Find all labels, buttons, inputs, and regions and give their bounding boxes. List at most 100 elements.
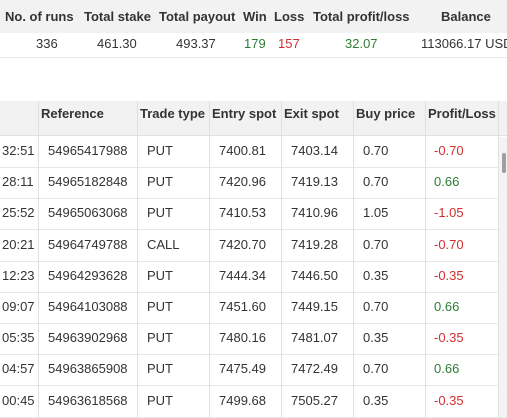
reference-header[interactable]: Reference xyxy=(41,106,104,121)
profit-loss-cell: -0.35 xyxy=(434,392,464,408)
profit-loss-cell: 0.66 xyxy=(434,361,460,377)
entry-spot-cell: 7499.68 xyxy=(219,392,266,408)
exit-spot-cell: 7419.13 xyxy=(291,174,338,190)
win-header: Win xyxy=(243,9,267,24)
payout-header: Total payout xyxy=(159,9,236,24)
entry-spot-cell: 7444.34 xyxy=(219,267,266,283)
exit-spot-cell: 7419.28 xyxy=(291,236,338,252)
profit-loss-cell: -1.05 xyxy=(434,205,464,221)
table-row[interactable]: 32:51 54965417988 PUT 7400.81 7403.14 0.70 -0.… xyxy=(0,136,507,168)
buy-price-cell: 0.70 xyxy=(363,236,389,252)
entry-spot-header[interactable]: Entry spot xyxy=(212,106,277,121)
table-row[interactable]: 05:35 54963902968 PUT 7480.16 7481.07 0.35 -0.… xyxy=(0,323,507,356)
summary-table: No. of runs Total stake Total payout Win… xyxy=(0,0,507,58)
column-divider xyxy=(137,101,138,417)
payout-value: 493.37 xyxy=(176,36,216,51)
exit-spot-cell: 7403.14 xyxy=(291,143,338,158)
entry-spot-cell: 7451.60 xyxy=(219,299,266,314)
profit-loss-cell: -0.70 xyxy=(434,236,464,252)
entry-spot-cell: 7480.16 xyxy=(219,330,266,346)
exit-spot-header[interactable]: Exit spot xyxy=(284,106,339,121)
table-row[interactable]: 20:21 54964749788 CALL 7420.70 7419.28 0.70 -0… xyxy=(0,230,507,262)
entry-spot-cell: 7420.70 xyxy=(219,236,266,252)
win-value: 179 xyxy=(244,36,266,51)
trades-header-row: Reference Trade type Entry spot Exit spo… xyxy=(0,101,507,136)
buy-price-cell: 0.35 xyxy=(363,392,389,408)
exit-spot-cell: 7410.96 xyxy=(291,205,338,221)
reference-cell: 54965417988 xyxy=(48,143,128,158)
buy-price-cell: 0.35 xyxy=(363,330,389,346)
stake-header: Total stake xyxy=(84,9,151,24)
trade-type-cell: PUT xyxy=(147,267,173,283)
trade-type-cell: CALL xyxy=(147,236,180,252)
trade-type-cell: PUT xyxy=(147,205,173,221)
trade-type-cell: PUT xyxy=(147,330,173,346)
buy-price-cell: 0.70 xyxy=(363,361,389,377)
trade-type-cell: PUT xyxy=(147,392,173,408)
time-cell: 20:21 xyxy=(2,236,35,252)
stake-value: 461.30 xyxy=(97,36,137,51)
column-divider xyxy=(353,101,354,417)
reference-cell: 54963618568 xyxy=(48,392,128,408)
balance-value: 113066.17 USD xyxy=(421,36,507,51)
time-cell: 32:51 xyxy=(2,143,35,158)
buy-price-cell: 0.35 xyxy=(363,267,389,283)
balance-header: Balance xyxy=(441,9,491,24)
time-cell: 09:07 xyxy=(2,299,35,314)
runs-header: No. of runs xyxy=(5,9,74,24)
table-row[interactable]: 00:45 54963618568 PUT 7499.68 7505.27 0.35 -0.… xyxy=(0,386,507,418)
trade-type-cell: PUT xyxy=(147,174,173,190)
buy-price-header[interactable]: Buy price xyxy=(356,106,416,121)
exit-spot-cell: 7481.07 xyxy=(291,330,338,346)
reference-cell: 54965182848 xyxy=(48,174,128,190)
buy-price-cell: 1.05 xyxy=(363,205,389,221)
entry-spot-cell: 7410.53 xyxy=(219,205,266,221)
trade-type-cell: PUT xyxy=(147,361,173,377)
column-divider xyxy=(281,101,282,417)
table-row[interactable]: 25:52 54965063068 PUT 7410.53 7410.96 1.05 -1.… xyxy=(0,198,507,231)
trades-table: Reference Trade type Entry spot Exit spo… xyxy=(0,101,507,418)
summary-header-row: No. of runs Total stake Total payout Win… xyxy=(0,0,507,34)
loss-value: 157 xyxy=(278,36,300,51)
trade-type-cell: PUT xyxy=(147,299,173,314)
trade-type-header[interactable]: Trade type xyxy=(140,106,206,121)
table-row[interactable]: 12:23 54964293628 PUT 7444.34 7446.50 0.35 -0.… xyxy=(0,261,507,293)
exit-spot-cell: 7472.49 xyxy=(291,361,338,377)
column-divider xyxy=(38,101,39,417)
time-cell: 04:57 xyxy=(2,361,35,377)
time-cell: 00:45 xyxy=(2,392,35,408)
reference-cell: 54963865908 xyxy=(48,361,128,377)
profit-loss-cell: 0.66 xyxy=(434,299,460,314)
time-cell: 12:23 xyxy=(2,267,35,283)
exit-spot-cell: 7449.15 xyxy=(291,299,338,314)
exit-spot-cell: 7446.50 xyxy=(291,267,338,283)
buy-price-cell: 0.70 xyxy=(363,174,389,190)
table-scrollbar-thumb[interactable] xyxy=(502,153,506,173)
exit-spot-cell: 7505.27 xyxy=(291,392,338,408)
time-cell: 05:35 xyxy=(2,330,35,346)
runs-value: 336 xyxy=(36,36,58,51)
profit-value: 32.07 xyxy=(345,36,378,51)
column-divider xyxy=(425,101,426,417)
column-divider xyxy=(209,101,210,417)
time-cell: 28:11 xyxy=(2,174,34,190)
summary-values-row: 336 461.30 493.37 179 157 32.07 113066.1… xyxy=(0,33,507,58)
table-row[interactable]: 04:57 54963865908 PUT 7475.49 7472.49 0.70 0.6… xyxy=(0,354,507,387)
loss-header: Loss xyxy=(274,9,305,24)
profit-loss-cell: -0.35 xyxy=(434,330,464,346)
table-row[interactable]: 28:11 54965182848 PUT 7420.96 7419.13 0.70 0.6… xyxy=(0,167,507,200)
reference-cell: 54964293628 xyxy=(48,267,128,283)
column-divider xyxy=(498,101,499,417)
profit-loss-cell: -0.70 xyxy=(434,143,464,158)
entry-spot-cell: 7400.81 xyxy=(219,143,266,158)
time-cell: 25:52 xyxy=(2,205,35,221)
trade-type-cell: PUT xyxy=(147,143,173,158)
table-row[interactable]: 09:07 54964103088 PUT 7451.60 7449.15 0.70 0.6… xyxy=(0,292,507,324)
entry-spot-cell: 7420.96 xyxy=(219,174,266,190)
profit-loss-cell: 0.66 xyxy=(434,174,460,190)
reference-cell: 54964103088 xyxy=(48,299,128,314)
table-scrollbar[interactable] xyxy=(499,137,507,417)
profit-loss-header[interactable]: Profit/Loss xyxy=(428,106,496,121)
profit-loss-cell: -0.35 xyxy=(434,267,464,283)
profit-header: Total profit/loss xyxy=(313,9,410,24)
